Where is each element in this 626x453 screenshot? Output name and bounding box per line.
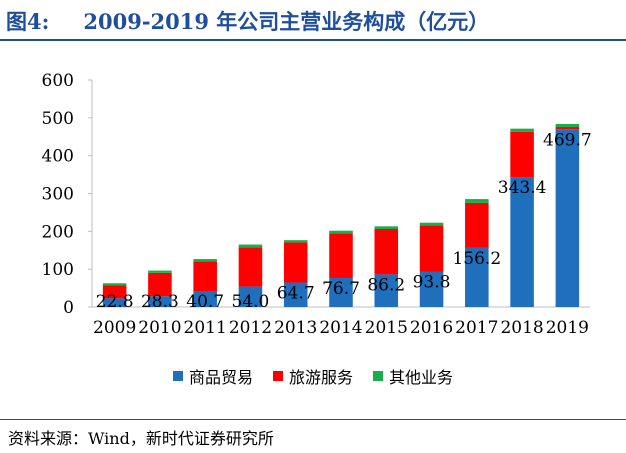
legend-swatch bbox=[272, 371, 283, 381]
data-label: 156.2 bbox=[452, 249, 501, 269]
data-label: 86.2 bbox=[367, 275, 405, 295]
title-divider bbox=[0, 39, 626, 41]
bar-segment bbox=[329, 233, 353, 278]
data-label: 22.8 bbox=[96, 292, 134, 312]
legend-swatch bbox=[172, 371, 183, 381]
bar-segment bbox=[148, 270, 172, 273]
legend-swatch bbox=[373, 371, 383, 381]
x-tick-label: 2010 bbox=[138, 318, 181, 338]
x-tick-label: 2017 bbox=[455, 318, 498, 338]
source-note: 资料来源：Wind，新时代证券研究所 bbox=[8, 429, 274, 448]
x-tick-label: 2016 bbox=[410, 318, 453, 338]
bar-segment bbox=[465, 247, 489, 307]
bar-segment bbox=[555, 127, 580, 130]
data-label: 28.3 bbox=[141, 292, 179, 312]
bar-segment bbox=[419, 271, 444, 307]
bar-segment bbox=[374, 226, 399, 229]
data-label: 40.7 bbox=[186, 292, 224, 312]
legend-label: 其他业务 bbox=[389, 368, 454, 387]
bar-segment bbox=[238, 244, 263, 248]
y-tick-label: 400 bbox=[42, 147, 74, 167]
data-label: 343.4 bbox=[498, 178, 547, 198]
bar-segment bbox=[238, 286, 263, 307]
x-tick-label: 2015 bbox=[365, 318, 408, 338]
bar-segment bbox=[148, 272, 172, 297]
figure-label: 图4: bbox=[6, 9, 50, 34]
bar-segment bbox=[283, 282, 308, 307]
bar-segment bbox=[193, 261, 217, 292]
x-tick-label: 2009 bbox=[93, 318, 136, 338]
y-tick-label: 500 bbox=[42, 109, 74, 129]
bar-segment bbox=[510, 177, 534, 307]
bar-segment bbox=[374, 228, 399, 275]
legend-item: 商品贸易 bbox=[172, 364, 253, 388]
data-label: 93.8 bbox=[413, 273, 451, 293]
bar-segment bbox=[510, 128, 534, 132]
bar-segment bbox=[555, 129, 580, 307]
bar-segment bbox=[102, 283, 127, 286]
chart-legend: 商品贸易 旅游服务 其他业务 bbox=[0, 364, 626, 388]
y-tick-label: 300 bbox=[42, 185, 74, 205]
bar-segment bbox=[465, 199, 489, 203]
data-label: 64.7 bbox=[277, 284, 315, 304]
bar-segment bbox=[238, 247, 263, 287]
bar-segment bbox=[510, 131, 534, 178]
bar-segment bbox=[102, 285, 127, 299]
data-label: 76.7 bbox=[322, 279, 360, 299]
x-tick-label: 2013 bbox=[274, 318, 317, 338]
bar-segment bbox=[102, 298, 127, 307]
data-label: 469.7 bbox=[543, 130, 592, 150]
legend-label: 旅游服务 bbox=[288, 368, 353, 387]
bar-segment bbox=[283, 242, 308, 283]
bar-segment bbox=[283, 240, 308, 243]
legend-item: 旅游服务 bbox=[272, 364, 353, 388]
bar-segment bbox=[193, 259, 217, 262]
data-label: 54.0 bbox=[232, 292, 270, 312]
bar-segment bbox=[374, 274, 399, 307]
bar-segment bbox=[193, 291, 217, 307]
bar-segment bbox=[148, 296, 172, 307]
footer-divider bbox=[0, 419, 626, 420]
bar-segment bbox=[329, 277, 353, 307]
bar-segment bbox=[555, 124, 580, 128]
bar-segment bbox=[419, 225, 444, 272]
x-tick-label: 2018 bbox=[500, 318, 543, 338]
x-tick-label: 2019 bbox=[546, 318, 589, 338]
x-tick-label: 2012 bbox=[229, 318, 272, 338]
bar-segment bbox=[419, 222, 444, 226]
x-tick-label: 2014 bbox=[319, 318, 362, 338]
x-tick-label: 2011 bbox=[184, 318, 227, 338]
y-tick-label: 200 bbox=[42, 222, 74, 242]
chart-title-row: 图4: 2009-2019 年公司主营业务构成（亿元） bbox=[6, 4, 489, 38]
legend-item: 其他业务 bbox=[373, 364, 453, 388]
bar-segment bbox=[465, 202, 489, 248]
y-tick-label: 0 bbox=[63, 298, 74, 318]
bar-segment bbox=[329, 230, 353, 234]
y-tick-label: 100 bbox=[42, 260, 74, 280]
chart-title: 2009-2019 年公司主营业务构成（亿元） bbox=[83, 9, 490, 34]
y-tick-label: 600 bbox=[42, 71, 74, 91]
legend-label: 商品贸易 bbox=[188, 368, 253, 387]
